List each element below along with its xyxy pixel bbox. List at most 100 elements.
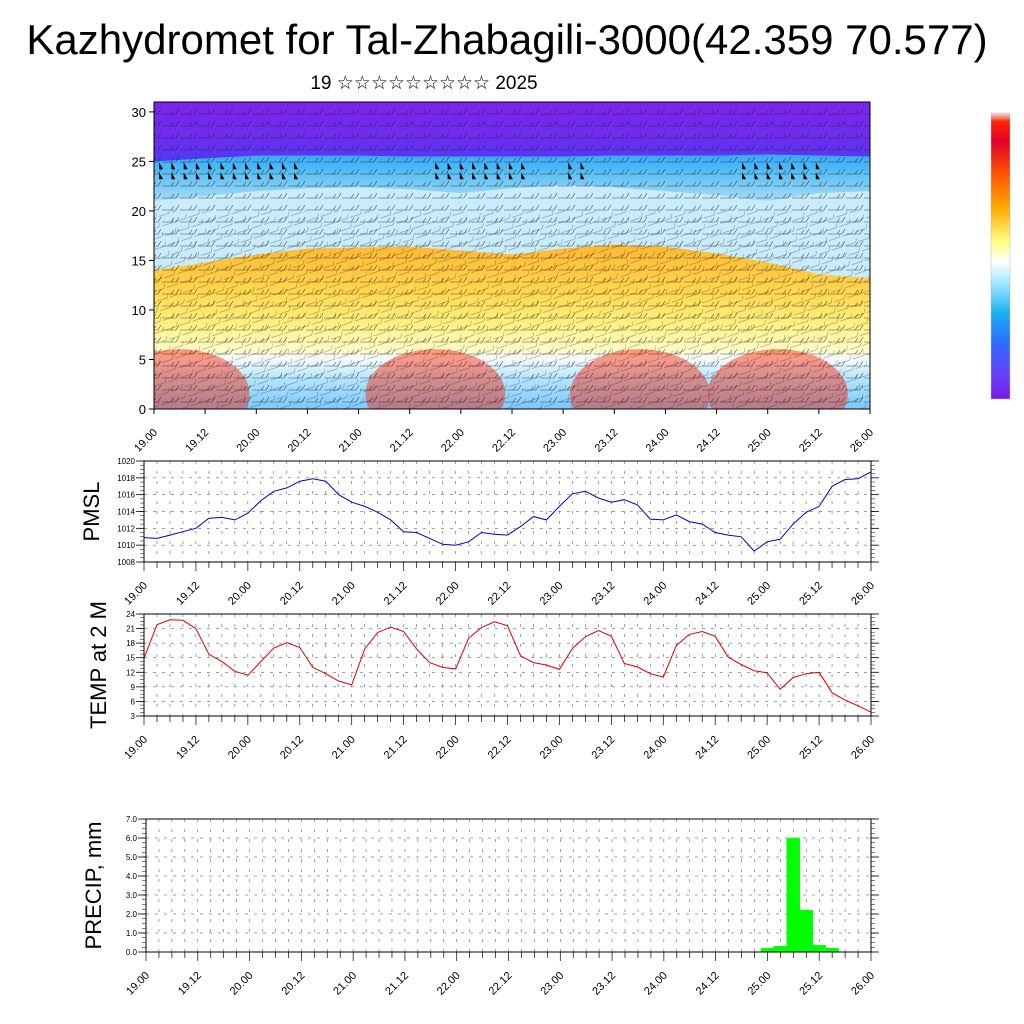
grid-lines [144,461,871,562]
wind-pennant [269,172,274,180]
precip-bar [812,945,826,953]
y-tick-label: 1020 [117,457,135,466]
wind-pennant [257,162,262,170]
x-tick-label: 24.00 [641,580,669,608]
wind-pennant [484,172,489,180]
x-tick-label: 23.12 [590,580,618,608]
wind-pennant [171,172,176,180]
x-tick-label: 25.12 [797,734,825,762]
x-tick-label: 23.12 [590,734,618,762]
wind-pennant [521,162,526,170]
x-tick-label: 19.00 [122,734,150,762]
wind-barbs-layer [154,102,870,409]
wind-pennant [245,162,249,170]
temperature-line [143,619,872,713]
wind-pennant [803,162,808,170]
figure-subtitle: 19 ☆☆☆☆☆☆☆☆☆ 2025 [310,73,538,94]
x-tick-label: 22.12 [487,970,515,998]
precip-bar [799,909,813,953]
wind-pennant [508,172,513,180]
y-tick-label: 3.0 [126,891,138,900]
pmsl-line [143,471,872,552]
x-tick-label: 22.00 [434,734,462,762]
wind-pennant [766,162,771,170]
y-tick-label: 15 [126,654,135,663]
precip-bar [786,837,800,953]
y-tick-label: 1016 [117,491,135,500]
wind-barbs-field-lower [154,210,870,409]
y-tick-label: 7.0 [126,815,138,824]
wind-pennant [159,172,164,180]
x-tick-label: 19.12 [176,970,204,998]
wind-pennant [521,172,526,180]
x-tick-label: 21.00 [337,427,365,455]
wind-pennant [459,172,464,180]
wind-pennant [580,172,585,180]
precip-bar [773,946,788,953]
precip-bar [760,947,775,953]
x-tick-label: 19.12 [174,734,202,762]
wind-pennant [447,162,452,170]
wind-pennant [803,172,808,180]
x-tick-label: 25.00 [746,427,774,455]
x-tick-label: 26.00 [848,427,876,455]
wind-pennant [435,162,440,170]
x-tick-label: 25.12 [797,427,825,455]
wind-pennant [294,162,299,170]
x-tick-label: 19.00 [124,970,152,998]
wind-pennant [742,162,747,170]
wind-pennant [754,162,759,170]
wind-pennant [459,162,464,170]
colorbar-scale [990,112,1011,400]
wind-pennant [472,162,477,170]
wind-pennant [815,172,820,180]
x-tick-label: 24.12 [693,734,721,762]
x-tick-label: 23.12 [590,970,618,998]
y-tick-label: 0 [139,402,146,417]
wind-pennant [294,172,299,180]
x-tick-label: 23.12 [592,427,620,455]
x-tick-label: 20.12 [286,427,314,455]
y-tick-label: 30 [132,105,146,120]
x-tick-label: 21.00 [331,970,359,998]
y-tick-label: 12 [126,668,135,677]
x-tick-label: 22.00 [435,970,463,998]
wind-pennant [232,172,237,180]
x-tick-label: 26.00 [849,580,877,608]
wind-pennant [496,162,501,170]
y-tick-label: 5 [139,352,146,367]
y-tick-label: 20 [132,204,146,219]
x-tick-label: 21.12 [383,970,411,998]
wind-pennant [496,172,501,180]
figure-title: Kazhydromet for Tal-Zhabagili-3000(42.35… [26,16,988,63]
temperature-panel: 3 6 9 12 15 18 21 24 19.00 19.12 20.00 20.12 21.00 21… [86,601,879,762]
x-tick-label: 19.12 [183,427,211,455]
x-tick-label: 23.00 [538,734,566,762]
y-tick-label: 10 [132,303,146,318]
wind-pennant [220,162,225,170]
y-tick-label: 6 [131,697,136,706]
x-tick-label: 24.12 [694,970,722,998]
wind-pennant [195,162,200,170]
x-tick-label: 25.00 [745,580,773,608]
y-tick-label: 1.0 [126,929,138,938]
x-tick-label: 24.00 [642,970,670,998]
y-tick-label: 21 [126,625,135,634]
cross-section-x-axis: 19.00 19.12 20.00 20.12 21.00 21.12 22.00 22.12… [132,409,876,455]
precip-bar [825,947,839,953]
y-tick-label: 4.0 [126,872,138,881]
wind-pennant [815,162,820,170]
x-tick-label: 20.00 [234,427,262,455]
wind-pennant [281,172,286,180]
y-tick-label: 5.0 [126,853,138,862]
y-axis-title: PMSL [79,482,104,542]
x-tick-label: 24.00 [644,427,672,455]
precipitation-panel: 0.0 1.0 2.0 3.0 4.0 5.0 6.0 7.0 19.00 19.12 20.00 2… [81,815,879,998]
pmsl-panel: 1008 1010 1012 1014 1016 1018 1020 19.00 19.12 20… [79,457,879,608]
x-tick-label: 24.12 [695,427,723,455]
colorbar [990,112,1011,400]
y-tick-label: 15 [132,253,146,268]
wind-pennant [742,172,747,180]
wind-pennant [435,172,440,180]
